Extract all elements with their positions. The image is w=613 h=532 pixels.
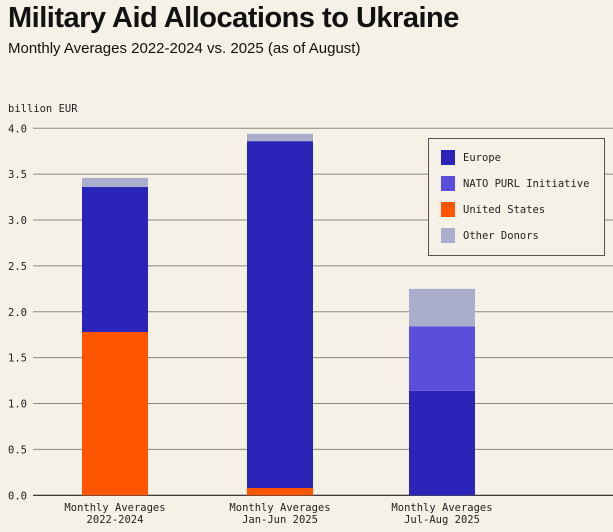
chart-subtitle: Monthly Averages 2022-2024 vs. 2025 (as … — [8, 40, 361, 57]
y-axis-label: billion EUR — [8, 103, 78, 115]
bar-segment-other-donors — [409, 288, 475, 327]
y-tick-label: 3.5 — [8, 169, 27, 181]
y-tick-label: 3.0 — [8, 215, 27, 227]
x-tick-label: 2022-2024 — [87, 514, 144, 526]
bar-segment-nato-purl-initiative — [409, 326, 475, 391]
y-tick-label: 0.0 — [8, 490, 27, 502]
bar-segment-other-donors — [247, 133, 313, 142]
legend-box — [428, 138, 605, 256]
y-tick-label: 1.5 — [8, 353, 27, 365]
legend-label: NATO PURL Initiative — [463, 178, 589, 190]
legend-swatch — [441, 228, 455, 243]
legend-label: Other Donors — [463, 230, 539, 242]
y-tick-label: 4.0 — [8, 123, 27, 135]
x-tick-label: Monthly Averages — [229, 502, 330, 514]
y-tick-label: 2.5 — [8, 261, 27, 273]
y-tick-label: 2.0 — [8, 307, 27, 319]
legend-swatch — [441, 176, 455, 191]
bar-segment-europe — [409, 390, 475, 496]
x-tick-label: Jul-Aug 2025 — [404, 514, 480, 526]
bar-segment-united-states — [82, 331, 148, 496]
legend-label: Europe — [463, 152, 501, 164]
chart-title: Military Aid Allocations to Ukraine — [8, 2, 459, 34]
x-tick-label: Jan-Jun 2025 — [242, 514, 318, 526]
x-tick-label: Monthly Averages — [64, 502, 165, 514]
y-tick-label: 1.0 — [8, 399, 27, 411]
legend-label: United States — [463, 204, 545, 216]
legend-swatch — [441, 150, 455, 165]
y-tick-label: 0.5 — [8, 444, 27, 456]
bar-segment-other-donors — [82, 177, 148, 188]
bar-segment-europe — [247, 141, 313, 488]
legend-swatch — [441, 202, 455, 217]
bar-segment-united-states — [247, 487, 313, 496]
bar-segment-europe — [82, 187, 148, 332]
x-tick-label: Monthly Averages — [391, 502, 492, 514]
